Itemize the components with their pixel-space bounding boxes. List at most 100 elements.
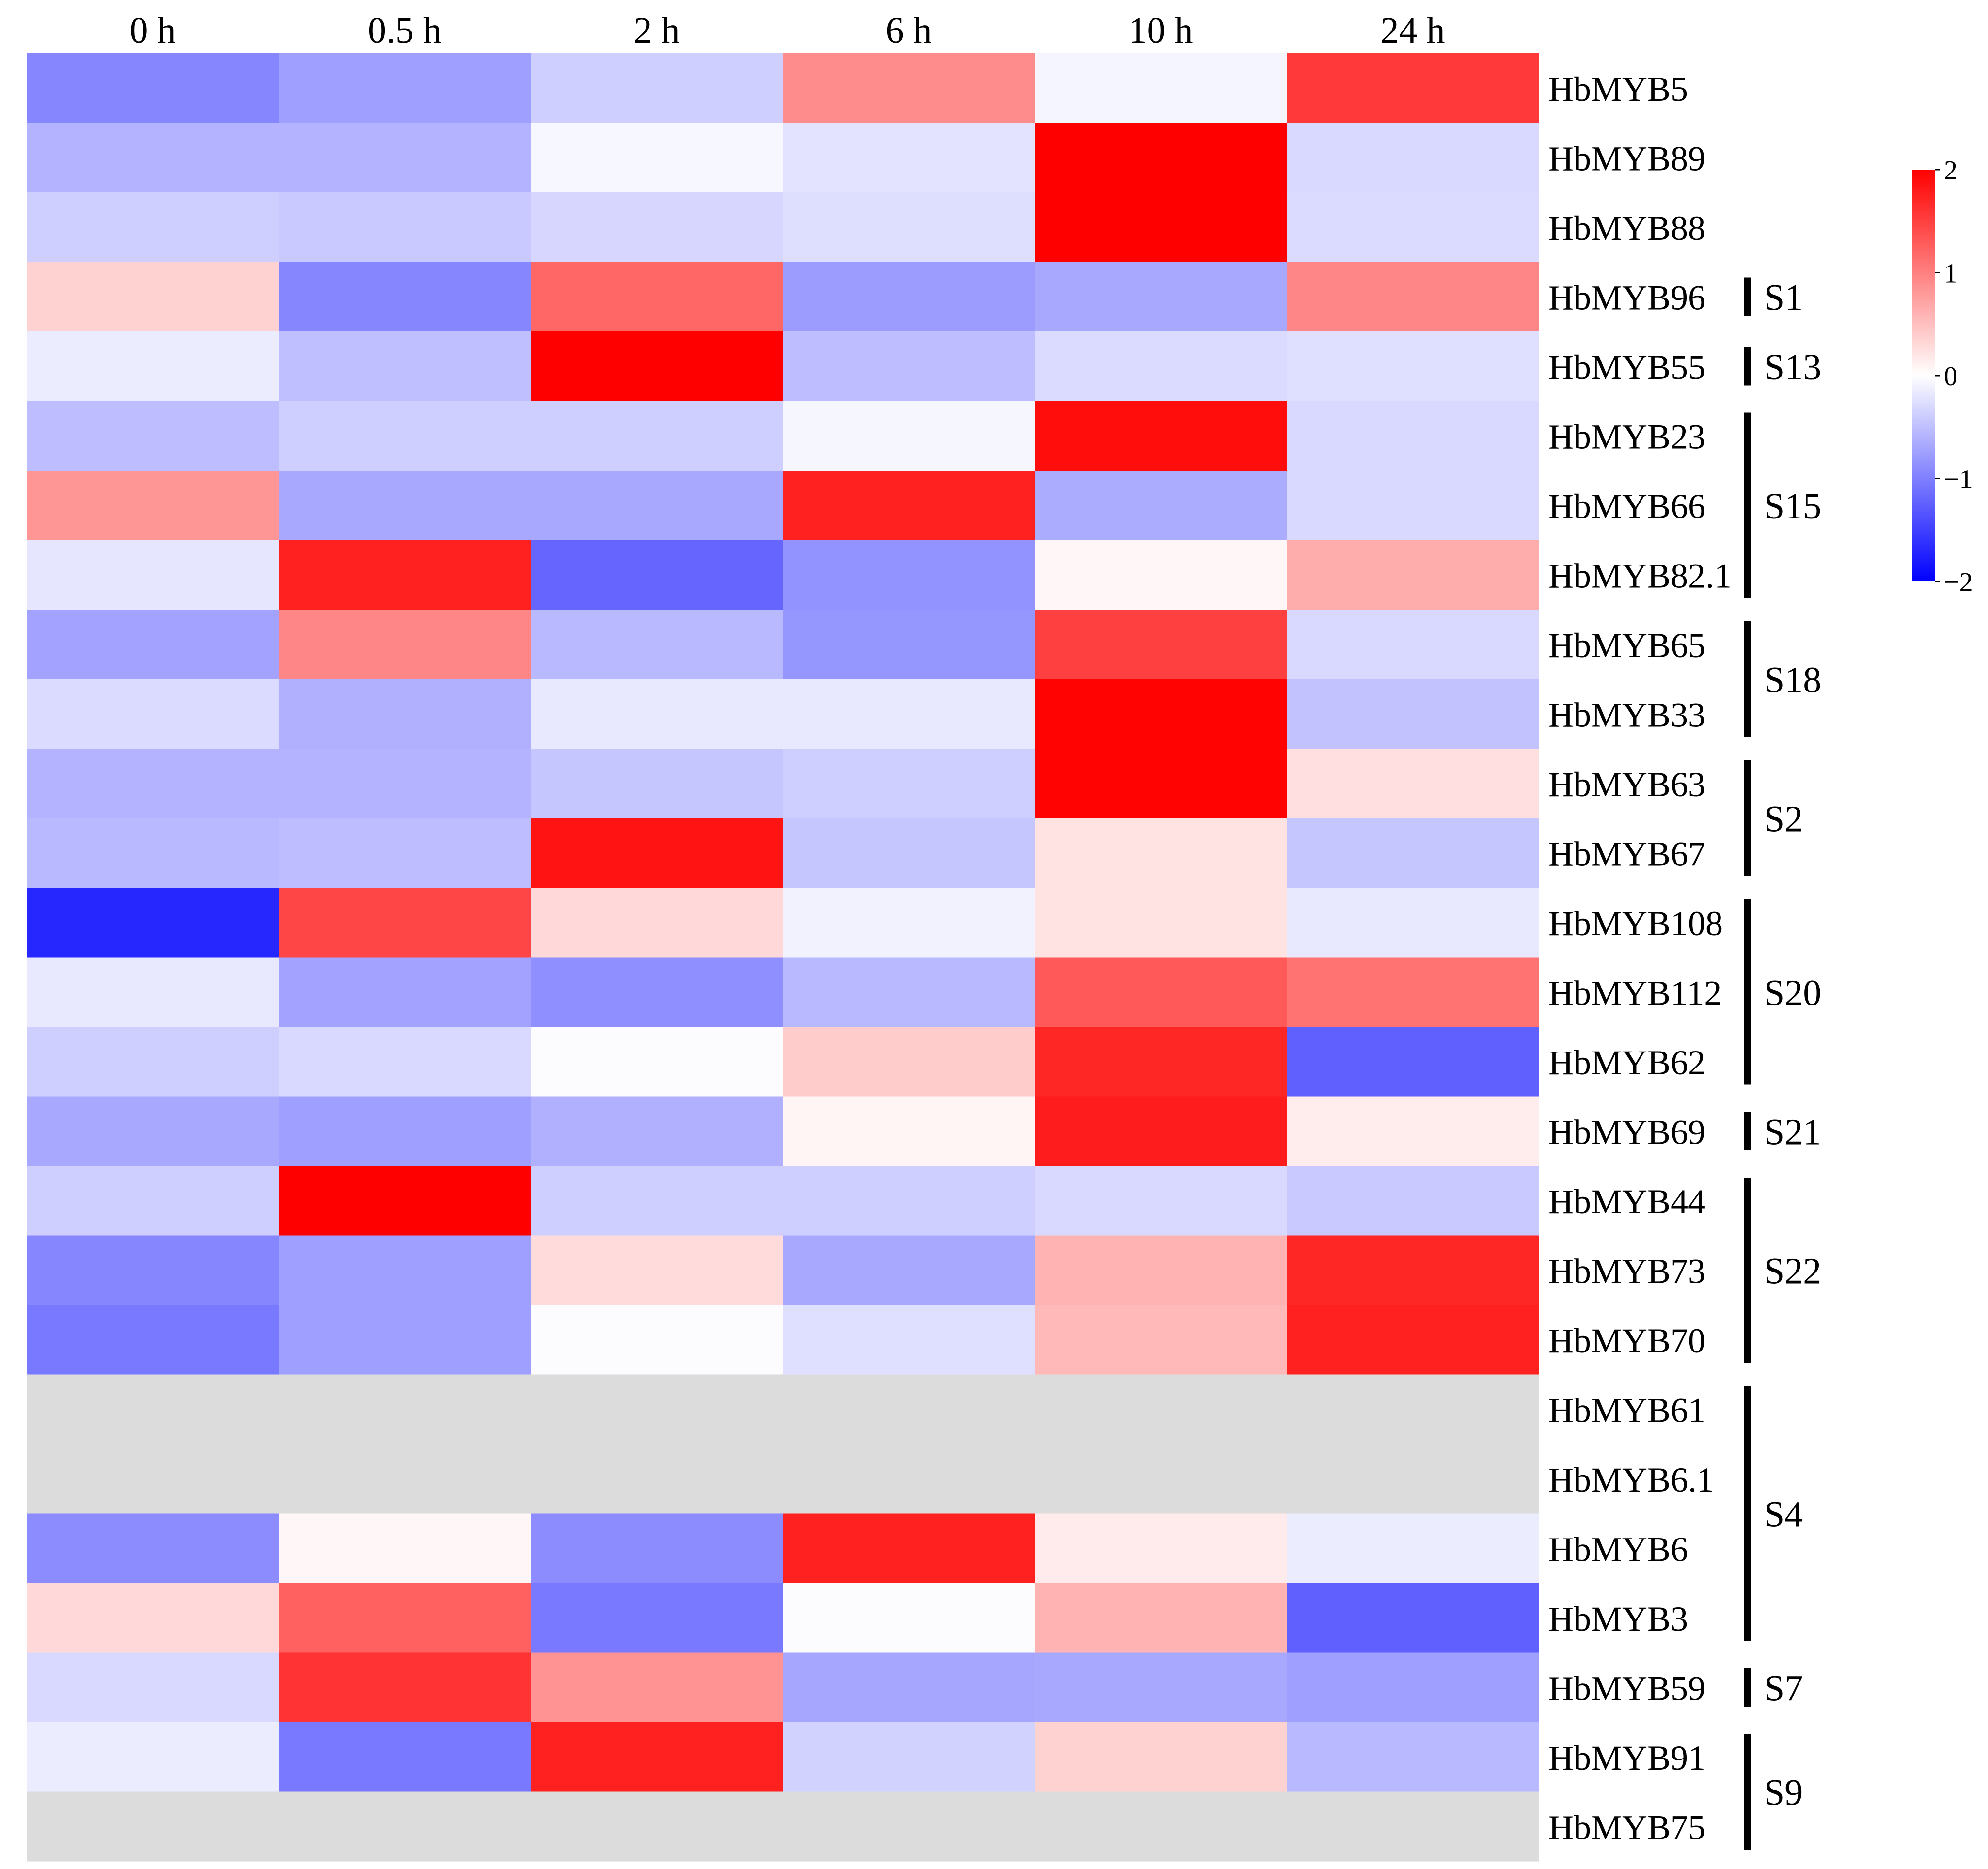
heatmap-cell bbox=[1035, 818, 1287, 888]
row-label: HbMYB112 bbox=[1548, 974, 1721, 1012]
heatmap-cell bbox=[531, 1513, 783, 1584]
row-label: HbMYB75 bbox=[1548, 1808, 1705, 1847]
heatmap-cell bbox=[1035, 679, 1287, 749]
group-label: S1 bbox=[1764, 277, 1803, 318]
heatmap-cell bbox=[783, 888, 1035, 958]
heatmap-cell bbox=[1035, 1652, 1287, 1723]
heatmap-cell bbox=[279, 192, 531, 263]
heatmap-cell bbox=[783, 749, 1035, 819]
column-label: 6 h bbox=[886, 10, 932, 51]
heatmap-cell bbox=[783, 1513, 1035, 1584]
heatmap-cell bbox=[27, 1583, 279, 1653]
heatmap-cell bbox=[1287, 53, 1539, 124]
group-bracket bbox=[1744, 1178, 1751, 1363]
column-label: 0 h bbox=[130, 10, 176, 51]
group-bracket bbox=[1744, 1668, 1751, 1707]
heatmap-cells bbox=[27, 53, 1539, 1862]
heatmap-cell bbox=[531, 818, 783, 888]
heatmap-cell bbox=[27, 888, 279, 958]
heatmap-cell bbox=[27, 192, 279, 263]
heatmap-cell bbox=[27, 818, 279, 888]
heatmap-cell bbox=[1287, 818, 1539, 888]
heatmap-cell bbox=[27, 262, 279, 332]
group-label: S13 bbox=[1764, 347, 1821, 388]
heatmap-cell bbox=[1035, 1027, 1287, 1097]
heatmap-cell bbox=[531, 679, 783, 749]
heatmap-cell bbox=[27, 123, 279, 193]
heatmap-cell bbox=[783, 818, 1035, 888]
heatmap-cell bbox=[1035, 401, 1287, 471]
row-label: HbMYB66 bbox=[1548, 487, 1705, 526]
heatmap-cell bbox=[279, 53, 531, 124]
heatmap-cell bbox=[531, 610, 783, 680]
group-bracket bbox=[1744, 621, 1751, 737]
row-label: HbMYB67 bbox=[1548, 834, 1705, 873]
heatmap-cell bbox=[531, 401, 783, 471]
column-label: 2 h bbox=[634, 10, 680, 51]
heatmap-cell bbox=[1035, 331, 1287, 402]
heatmap-cell bbox=[1287, 1305, 1539, 1375]
subgroup-brackets: S1 S13 S15 S18 S2 S20 S21 S22 S4 S7 S9 bbox=[1744, 277, 1821, 1850]
row-label: HbMYB73 bbox=[1548, 1252, 1705, 1290]
heatmap-cell bbox=[27, 1166, 279, 1236]
heatmap-cell bbox=[279, 1305, 531, 1375]
group-label: S4 bbox=[1764, 1494, 1803, 1535]
row-label: HbMYB89 bbox=[1548, 139, 1705, 178]
heatmap-cell bbox=[27, 1513, 279, 1584]
heatmap-cell bbox=[27, 1652, 279, 1723]
heatmap-cell bbox=[1287, 679, 1539, 749]
heatmap-cell bbox=[279, 1374, 531, 1445]
heatmap-cell bbox=[1287, 1513, 1539, 1584]
row-label: HbMYB82.1 bbox=[1548, 556, 1732, 595]
heatmap-cell bbox=[783, 1722, 1035, 1792]
heatmap-cell bbox=[279, 1652, 531, 1723]
heatmap-cell bbox=[1035, 262, 1287, 332]
heatmap-cell bbox=[279, 331, 531, 402]
heatmap-cell bbox=[279, 1027, 531, 1097]
heatmap-cell bbox=[1287, 1652, 1539, 1723]
heatmap-cell bbox=[279, 1513, 531, 1584]
heatmap-cell bbox=[1287, 540, 1539, 610]
heatmap-cell bbox=[279, 540, 531, 610]
row-label: HbMYB3 bbox=[1548, 1600, 1688, 1638]
heatmap-cell bbox=[783, 1027, 1035, 1097]
heatmap-cell bbox=[783, 1583, 1035, 1653]
group-bracket bbox=[1744, 347, 1751, 386]
heatmap-cell bbox=[1035, 1444, 1287, 1514]
heatmap-cell bbox=[1287, 262, 1539, 332]
heatmap-cell bbox=[783, 53, 1035, 124]
heatmap-cell bbox=[1287, 471, 1539, 541]
heatmap-cell bbox=[1287, 1583, 1539, 1653]
heatmap-cell bbox=[531, 1722, 783, 1792]
row-label: HbMYB70 bbox=[1548, 1321, 1705, 1360]
heatmap-cell bbox=[1035, 1235, 1287, 1305]
heatmap-cell bbox=[1035, 192, 1287, 263]
heatmap-cell bbox=[531, 1583, 783, 1653]
heatmap-cell bbox=[1035, 540, 1287, 610]
heatmap-cell bbox=[27, 679, 279, 749]
row-label: HbMYB96 bbox=[1548, 278, 1705, 317]
heatmap-cell bbox=[783, 1235, 1035, 1305]
heatmap-cell bbox=[27, 331, 279, 402]
heatmap-cell bbox=[27, 957, 279, 1027]
row-label: HbMYB63 bbox=[1548, 765, 1705, 804]
heatmap-cell bbox=[27, 1096, 279, 1166]
heatmap-cell bbox=[279, 262, 531, 332]
heatmap-cell bbox=[783, 262, 1035, 332]
heatmap-cell bbox=[279, 471, 531, 541]
heatmap-cell bbox=[27, 749, 279, 819]
heatmap-cell bbox=[783, 540, 1035, 610]
heatmap-cell bbox=[783, 1374, 1035, 1445]
row-label: HbMYB5 bbox=[1548, 70, 1688, 109]
group-bracket bbox=[1744, 760, 1751, 876]
heatmap-cell bbox=[27, 1722, 279, 1792]
heatmap-cell bbox=[1035, 1374, 1287, 1445]
heatmap-cell bbox=[279, 749, 531, 819]
heatmap-cell bbox=[531, 1374, 783, 1445]
row-label: HbMYB6 bbox=[1548, 1530, 1688, 1569]
heatmap-cell bbox=[27, 1374, 279, 1445]
heatmap-cell bbox=[1287, 1791, 1539, 1862]
group-bracket bbox=[1744, 277, 1751, 316]
group-label: S21 bbox=[1764, 1112, 1821, 1152]
heatmap-cell bbox=[531, 1235, 783, 1305]
